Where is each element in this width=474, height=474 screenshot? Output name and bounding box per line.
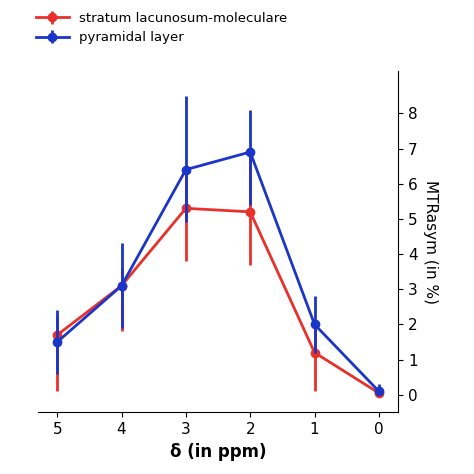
Legend: stratum lacunosum-moleculare, pyramidal layer: stratum lacunosum-moleculare, pyramidal …	[30, 7, 292, 50]
Y-axis label: MTRasym (in %): MTRasym (in %)	[423, 180, 438, 304]
X-axis label: δ (in ppm): δ (in ppm)	[170, 443, 266, 461]
